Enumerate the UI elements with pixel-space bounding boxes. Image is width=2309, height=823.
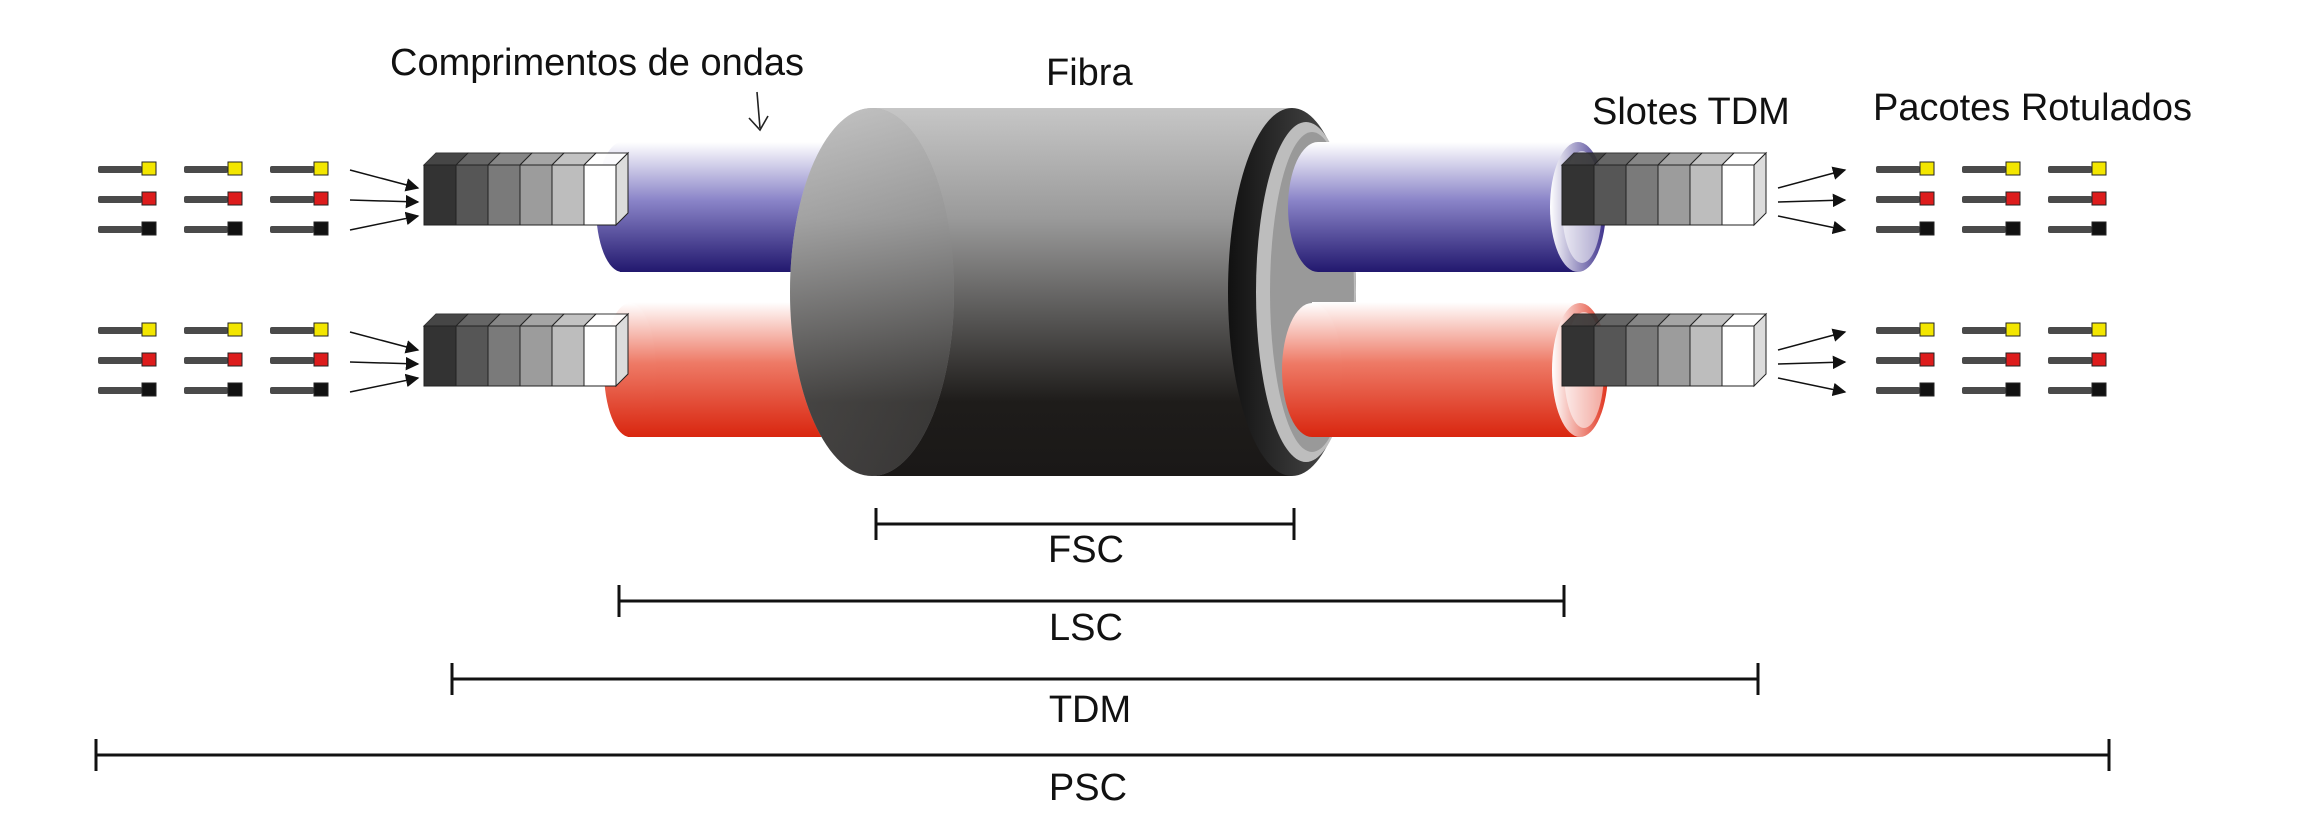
tdm-block-left-bottom [422, 312, 630, 388]
right-blue-wavelength-tube [1288, 142, 1606, 272]
scope-bar-fsc [874, 508, 1296, 540]
tdm-block-right-bottom [1560, 312, 1768, 388]
tdm-slot-blocks [422, 151, 1768, 388]
tdm-block-right-top [1560, 151, 1768, 227]
flow-arrows [349, 166, 1847, 397]
scope-label-psc: PSC [1049, 767, 1127, 809]
tdm-block-left-top [422, 151, 630, 227]
wavelength-pointer-arrow [748, 91, 769, 132]
scope-bar-psc [94, 739, 2111, 771]
fiber-label: Fibra [1046, 52, 1133, 94]
scope-bar-lsc [617, 585, 1566, 617]
scope-label-fsc: FSC [1048, 529, 1124, 571]
scope-bar-tdm [450, 663, 1760, 695]
right-red-wavelength-tube [1282, 302, 1608, 437]
scope-label-tdm: TDM [1049, 689, 1131, 731]
tdm-slots-label: Slotes TDM [1592, 91, 1790, 133]
labeled-packets [98, 161, 2107, 397]
packets-left [98, 161, 329, 397]
packets-right [1876, 161, 2107, 397]
labeled-packets-label: Pacotes Rotulados [1873, 87, 2192, 129]
fiber-cylinder [790, 108, 1356, 476]
wavelengths-label: Comprimentos de ondas [390, 42, 804, 84]
scope-bars [94, 508, 2111, 771]
scope-label-lsc: LSC [1049, 607, 1123, 649]
